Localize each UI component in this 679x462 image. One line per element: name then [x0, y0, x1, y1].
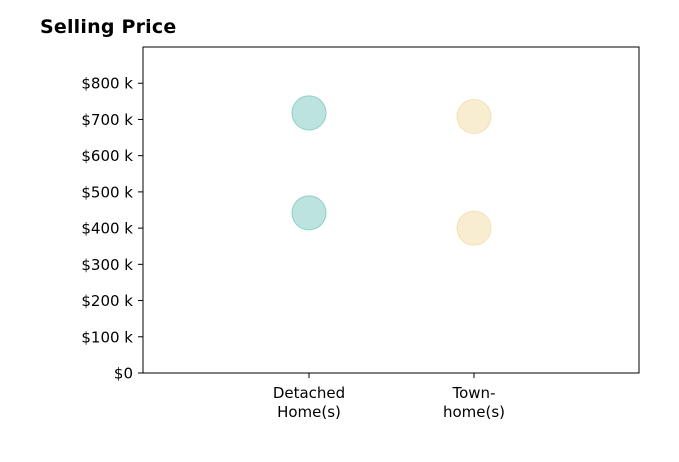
y-tick-label: $700 k — [81, 111, 133, 129]
x-tick-label: Detached Home(s) — [273, 384, 345, 421]
x-tick-label-line: Home(s) — [277, 403, 341, 421]
y-tick-label: $500 k — [81, 183, 133, 201]
x-tick-label: Town-home(s) — [443, 384, 505, 421]
data-point — [456, 210, 492, 246]
y-tick-label: $200 k — [81, 292, 133, 310]
data-point — [291, 195, 327, 231]
y-tick-label: $300 k — [81, 256, 133, 274]
data-point — [291, 95, 327, 131]
y-tick-label: $0 — [114, 365, 133, 383]
y-axis: $0 $100 k $200 k $300 k $400 k $500 k $600 k $7… — [81, 75, 143, 383]
plot-frame — [142, 46, 640, 374]
x-axis: Detached Home(s) Town-home(s) — [273, 373, 505, 421]
y-tick-label: $800 k — [81, 75, 133, 93]
y-tick-label: $600 k — [81, 147, 133, 165]
data-point — [456, 99, 492, 135]
y-tick-label: $100 k — [81, 328, 133, 346]
x-tick-label-line: home(s) — [443, 403, 505, 421]
chart-title: Selling Price — [40, 16, 177, 38]
y-tick-label: $400 k — [81, 220, 133, 238]
x-tick-label-line: Detached — [273, 384, 345, 402]
points-layer — [291, 95, 492, 246]
x-tick-label-line: Town- — [452, 384, 496, 402]
